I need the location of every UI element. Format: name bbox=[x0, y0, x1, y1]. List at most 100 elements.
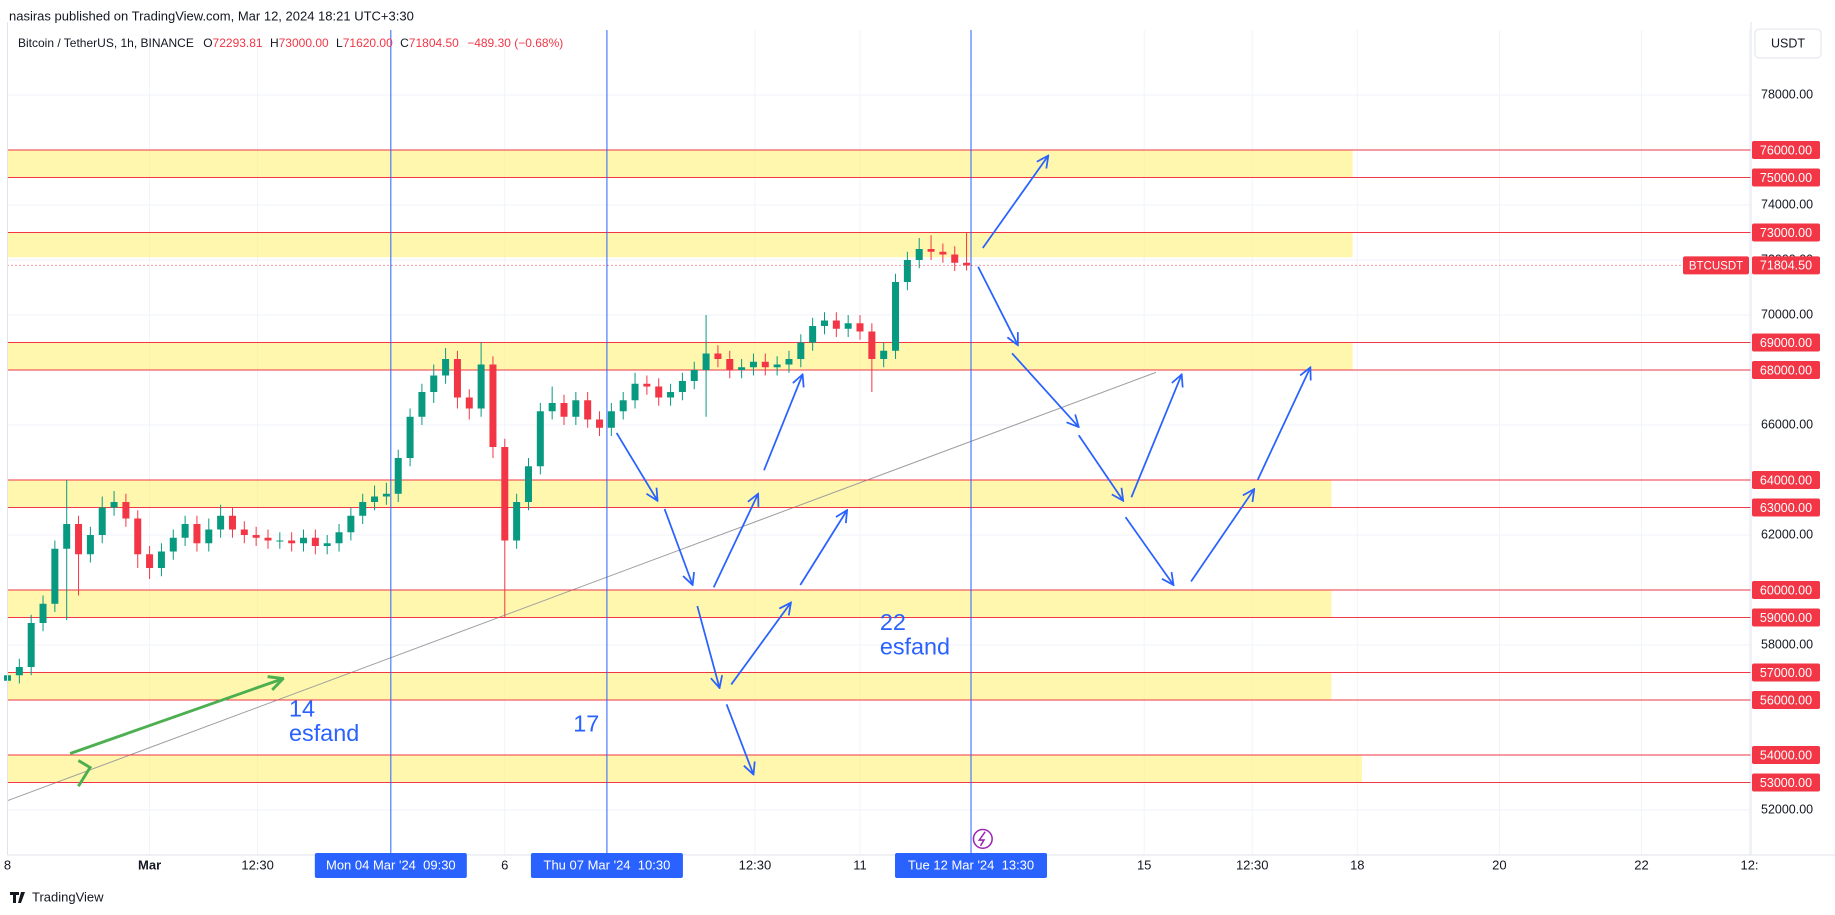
x-tick-label: 22 bbox=[1634, 857, 1648, 872]
level-label-box bbox=[1752, 223, 1820, 242]
arrow bbox=[663, 508, 693, 585]
currency[interactable]: USDT bbox=[1771, 36, 1805, 50]
level-label: 73000.00 bbox=[1760, 226, 1812, 240]
x-tick-label: 12: bbox=[1740, 857, 1758, 872]
candle-body bbox=[347, 515, 355, 533]
level-label: 69000.00 bbox=[1760, 336, 1812, 350]
level-label-box bbox=[1752, 691, 1820, 710]
candle-body bbox=[240, 529, 248, 536]
last-price-box bbox=[1752, 256, 1820, 275]
candle-body bbox=[418, 392, 426, 417]
candle-body bbox=[276, 540, 284, 542]
candle-body bbox=[702, 353, 710, 371]
arrow bbox=[712, 494, 758, 588]
level-label: 64000.00 bbox=[1760, 473, 1812, 487]
axes: 52000.00 54000.00 56000.00 58000.00 60000.00… bbox=[4, 22, 1835, 878]
marker-label: Thu 07 Mar '24 10:30 bbox=[544, 857, 671, 872]
x-tick-label: 6 bbox=[501, 857, 508, 872]
candle-body bbox=[453, 359, 461, 398]
last-price-name: BTCUSDT bbox=[1689, 260, 1743, 272]
candle-body bbox=[690, 370, 698, 382]
candle-body bbox=[465, 397, 473, 409]
zone bbox=[7, 590, 1332, 618]
candle-body bbox=[927, 249, 935, 252]
level-label-box bbox=[1752, 333, 1820, 352]
level-label-box bbox=[1752, 581, 1820, 600]
level-label: 75000.00 bbox=[1760, 171, 1812, 185]
last-price-label: 71804.50 bbox=[1760, 259, 1812, 273]
candle-body bbox=[371, 496, 379, 503]
y-tick-label: 66000.00 bbox=[1761, 417, 1813, 431]
zone bbox=[7, 672, 1332, 701]
candle-body bbox=[323, 543, 331, 547]
publisher: nasiras published on TradingView.com, Ma… bbox=[9, 8, 414, 23]
x-tick-label: 12:30 bbox=[1236, 857, 1269, 872]
candle-body bbox=[15, 667, 23, 676]
x-tick-label: 8 bbox=[4, 857, 11, 872]
candle-body bbox=[134, 518, 142, 555]
marker-label-box bbox=[314, 853, 467, 878]
candle-body bbox=[619, 400, 627, 412]
last-price-name-box bbox=[1683, 256, 1749, 275]
candle-body bbox=[655, 386, 663, 398]
candle-body bbox=[122, 502, 130, 519]
y-tick-label: 78000.00 bbox=[1761, 87, 1813, 101]
candle-body bbox=[868, 331, 876, 360]
arrow bbox=[1078, 434, 1123, 501]
ohlc-label: L bbox=[336, 36, 343, 50]
zone bbox=[7, 755, 1363, 783]
event-icon bbox=[972, 828, 993, 850]
level-label-box bbox=[1752, 141, 1820, 160]
arrow bbox=[1124, 516, 1174, 585]
arrow bbox=[725, 704, 754, 774]
level-label-box bbox=[1752, 746, 1820, 765]
candle-body bbox=[98, 507, 106, 536]
candle-body bbox=[181, 524, 189, 538]
arrow bbox=[1256, 367, 1311, 481]
level-label-box bbox=[1752, 773, 1820, 792]
zone bbox=[7, 150, 1353, 178]
candle-body bbox=[39, 603, 47, 624]
level-label: 60000.00 bbox=[1760, 583, 1812, 597]
currency-button[interactable] bbox=[1754, 28, 1822, 59]
candle-body bbox=[217, 515, 225, 530]
candle-body bbox=[785, 359, 793, 365]
x-tick-label: 20 bbox=[1492, 857, 1506, 872]
annotation: esfand bbox=[289, 720, 359, 746]
green-arrow bbox=[69, 679, 283, 755]
x-tick-label: 18 bbox=[1350, 857, 1364, 872]
ohlc-value: 71804.50 bbox=[409, 36, 459, 50]
candle-body bbox=[939, 251, 947, 255]
candle-body bbox=[963, 262, 971, 266]
y-tick-label: 70000.00 bbox=[1761, 307, 1813, 321]
ohlc-value: 73000.00 bbox=[279, 36, 329, 50]
x-tick-label: 11 bbox=[853, 857, 867, 872]
annotation: 17 bbox=[573, 711, 599, 737]
level-label-box bbox=[1752, 608, 1820, 627]
plot bbox=[4, 30, 1751, 855]
y-tick-label: 58000.00 bbox=[1761, 637, 1813, 651]
candle-body bbox=[572, 400, 580, 417]
candle-body bbox=[169, 537, 177, 552]
arrow bbox=[696, 605, 719, 688]
candle-body bbox=[63, 524, 71, 549]
level-label: 56000.00 bbox=[1760, 693, 1812, 707]
level-label: 54000.00 bbox=[1760, 748, 1812, 762]
candle-body bbox=[832, 320, 840, 329]
marker-label-box bbox=[530, 853, 683, 878]
zone bbox=[7, 480, 1332, 508]
candle-body bbox=[442, 359, 450, 376]
marker-label: Tue 12 Mar '24 13:30 bbox=[908, 857, 1034, 872]
candle-body bbox=[809, 326, 817, 343]
x-tick-label: 12:30 bbox=[241, 857, 274, 872]
arrow bbox=[1190, 489, 1254, 582]
arrows bbox=[615, 156, 1311, 775]
y-tick-label: 62000.00 bbox=[1761, 527, 1813, 541]
candle-body bbox=[536, 411, 544, 467]
candle-body bbox=[27, 623, 35, 668]
candle-body bbox=[667, 392, 675, 398]
candle-body bbox=[915, 249, 923, 261]
candle-body bbox=[489, 364, 497, 448]
footer-logo bbox=[10, 892, 25, 903]
